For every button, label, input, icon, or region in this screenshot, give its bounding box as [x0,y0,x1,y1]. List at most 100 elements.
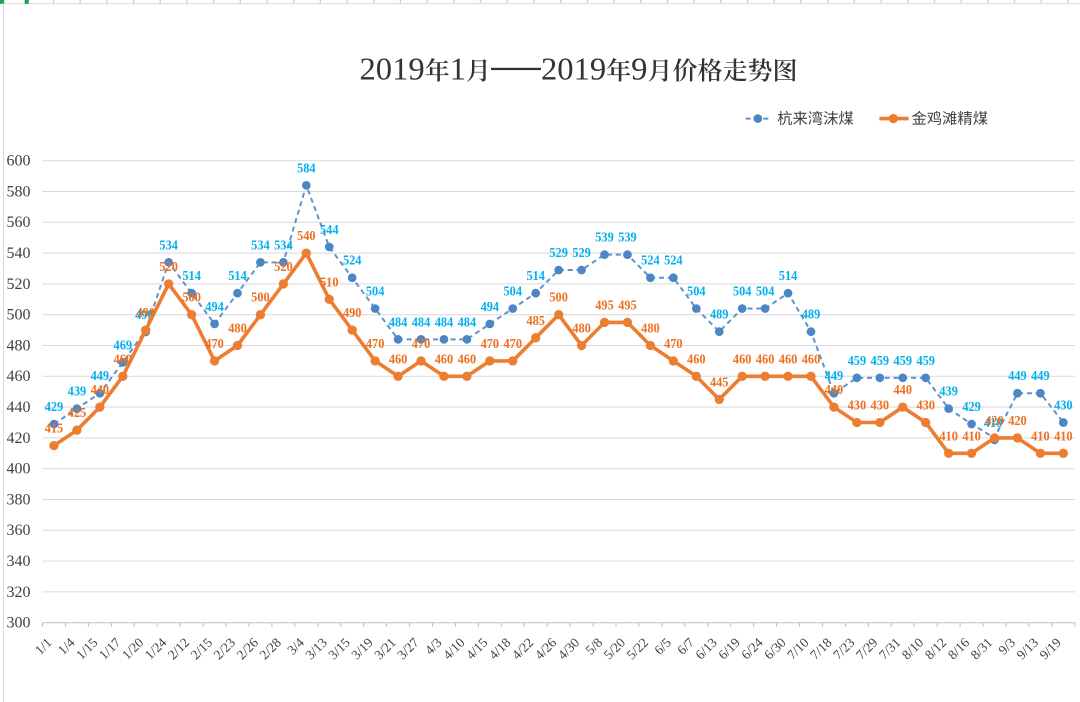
svg-text:430: 430 [1054,398,1073,413]
svg-text:540: 540 [297,228,316,243]
svg-text:534: 534 [274,237,293,252]
svg-text:539: 539 [618,230,637,245]
svg-text:504: 504 [504,284,523,299]
svg-text:460: 460 [389,351,408,366]
svg-text:524: 524 [664,253,683,268]
svg-text:520: 520 [274,259,293,274]
svg-text:490: 490 [135,307,154,322]
svg-text:320: 320 [7,584,31,601]
svg-text:460: 460 [802,351,821,366]
svg-text:470: 470 [366,336,385,351]
svg-text:449: 449 [825,368,844,383]
svg-text:484: 484 [412,314,431,329]
svg-text:470: 470 [504,336,523,351]
svg-text:400: 400 [7,461,31,478]
svg-text:484: 484 [435,314,454,329]
svg-text:449: 449 [91,368,110,383]
svg-text:514: 514 [779,268,798,283]
svg-text:410: 410 [1054,428,1073,443]
svg-text:534: 534 [251,237,270,252]
svg-text:440: 440 [894,382,913,397]
svg-text:514: 514 [182,268,201,283]
svg-text:420: 420 [985,413,1004,428]
svg-text:460: 460 [779,351,798,366]
svg-text:410: 410 [939,428,958,443]
svg-text:490: 490 [136,305,155,320]
svg-text:529: 529 [572,245,591,260]
svg-text:460: 460 [756,351,775,366]
svg-text:449: 449 [1031,368,1050,383]
svg-text:500: 500 [251,290,270,305]
svg-text:300: 300 [7,615,31,632]
svg-text:470: 470 [664,336,683,351]
svg-text:430: 430 [871,398,890,413]
svg-text:484: 484 [458,314,477,329]
svg-text:449: 449 [1008,368,1027,383]
svg-text:504: 504 [756,284,775,299]
svg-text:500: 500 [7,307,31,324]
svg-text:460: 460 [687,351,706,366]
svg-text:494: 494 [205,299,224,314]
svg-text:584: 584 [297,160,316,175]
svg-text:460: 460 [7,368,31,385]
svg-text:504: 504 [687,284,706,299]
svg-text:459: 459 [848,353,867,368]
svg-text:429: 429 [962,399,981,414]
svg-text:470: 470 [412,336,431,351]
svg-text:1: 1 [450,51,466,87]
svg-text:544: 544 [320,222,339,237]
svg-text:500: 500 [182,290,201,305]
svg-text:480: 480 [7,337,31,354]
svg-text:340: 340 [7,553,31,570]
svg-text:494: 494 [481,299,500,314]
svg-text:420: 420 [1008,413,1027,428]
svg-text:534: 534 [159,237,178,252]
svg-text:380: 380 [7,491,31,508]
svg-text:360: 360 [7,522,31,539]
svg-text:459: 459 [871,353,890,368]
svg-text:469: 469 [114,337,133,352]
svg-text:495: 495 [595,297,614,312]
svg-text:580: 580 [7,183,31,200]
svg-text:510: 510 [320,274,339,289]
svg-text:489: 489 [710,307,729,322]
svg-text:560: 560 [7,214,31,231]
svg-text:524: 524 [343,253,362,268]
svg-text:470: 470 [481,336,500,351]
svg-text:495: 495 [618,297,637,312]
svg-text:489: 489 [802,307,821,322]
svg-text:470: 470 [205,336,224,351]
svg-text:485: 485 [526,313,545,328]
svg-text:425: 425 [68,405,87,420]
svg-text:2019: 2019 [541,51,606,87]
svg-text:484: 484 [389,314,408,329]
svg-text:460: 460 [114,351,133,366]
svg-text:480: 480 [641,321,660,336]
svg-text:460: 460 [435,351,454,366]
svg-text:539: 539 [595,230,614,245]
svg-text:540: 540 [7,245,31,262]
svg-text:430: 430 [848,398,867,413]
svg-text:440: 440 [91,382,110,397]
svg-text:459: 459 [916,353,935,368]
svg-text:420: 420 [7,430,31,447]
svg-text:490: 490 [343,305,362,320]
svg-text:459: 459 [894,353,913,368]
svg-text:410: 410 [962,428,981,443]
svg-text:524: 524 [641,253,660,268]
svg-text:2019: 2019 [360,51,425,87]
svg-text:410: 410 [984,415,1003,430]
svg-text:504: 504 [366,284,385,299]
svg-text:520: 520 [7,276,31,293]
svg-text:439: 439 [68,384,87,399]
svg-text:9: 9 [631,51,647,87]
svg-text:415: 415 [45,421,64,436]
svg-text:460: 460 [458,351,477,366]
svg-text:460: 460 [733,351,752,366]
svg-text:600: 600 [7,153,31,170]
svg-text:504: 504 [733,284,752,299]
svg-text:440: 440 [825,382,844,397]
svg-text:439: 439 [939,384,958,399]
svg-text:520: 520 [159,259,178,274]
svg-text:514: 514 [228,268,247,283]
